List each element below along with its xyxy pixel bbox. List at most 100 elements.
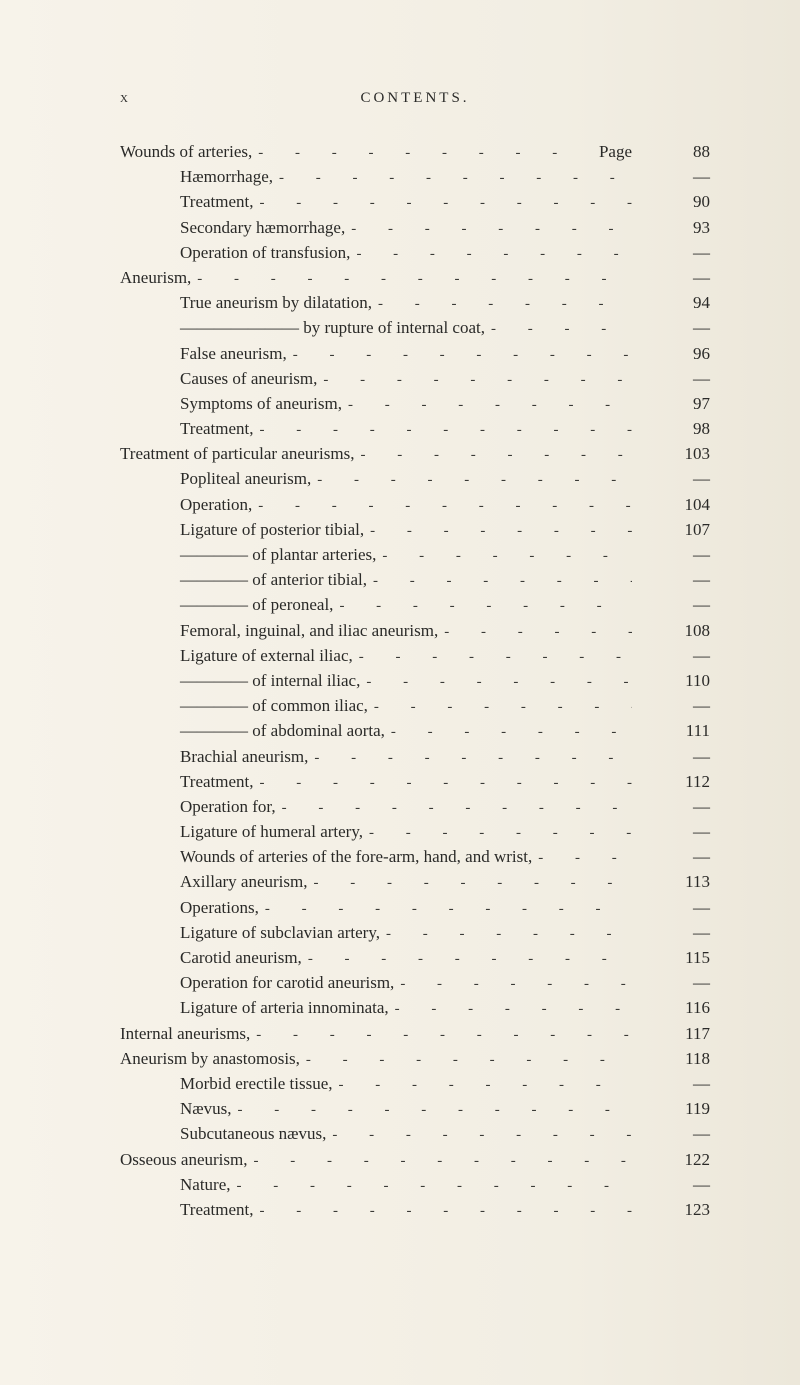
toc-row: Treatment,- - - - - - - - - - - - - - -9… <box>120 420 710 445</box>
toc-page-number: 111 <box>638 722 710 739</box>
toc-leaders: - - - - - - - - - - - - - - - <box>386 927 632 942</box>
toc-page-number: 93 <box>638 219 710 236</box>
toc-page-number: 96 <box>638 345 710 362</box>
toc-page-number: 97 <box>638 395 710 412</box>
toc-row: Ligature of subclavian artery,- - - - - … <box>120 924 710 949</box>
toc-row: Ligature of external iliac,- - - - - - -… <box>120 647 710 672</box>
toc-entry-label: ———— of common iliac, <box>120 697 368 714</box>
toc-entry-label: Ligature of arteria innominata, <box>120 999 389 1016</box>
page: x CONTENTS. Wounds of arteries, - - - - -… <box>0 0 800 1385</box>
toc-row: Ligature of humeral artery, - - - - - - -… <box>120 823 710 848</box>
toc-entry-label: ———— of plantar arteries, <box>120 546 376 563</box>
contents-list: Wounds of arteries, - - - - - - - - - - -… <box>120 143 710 1226</box>
toc-row: Nature,- - - - - - - - - - - - - - -— <box>120 1176 710 1201</box>
toc-row: Brachial aneurism,- - - - - - - - - - - … <box>120 748 710 773</box>
toc-entry-label: Ligature of posterior tibial, <box>120 521 364 538</box>
toc-leaders: - - - - - - - - - - - - - - - <box>256 1028 632 1043</box>
toc-row: Operation,- - - - - - - - - - - - - - -1… <box>120 496 710 521</box>
folio: x <box>120 90 160 107</box>
running-head: x CONTENTS. <box>120 90 710 107</box>
toc-leaders: - - - - - - - - - - - - - - - <box>260 196 632 211</box>
toc-page-number: — <box>638 269 710 286</box>
toc-leaders: - - - - - - - - - - - - - - - <box>359 650 632 665</box>
toc-row: Operations, - - - - - - - - - - - - - - -… <box>120 899 710 924</box>
toc-row: Operation for,- - - - - - - - - - - - - … <box>120 798 710 823</box>
toc-leaders: - - - - - - - - - - - - - - - <box>378 297 632 312</box>
toc-leaders: - - - - - - - - - - - - - - - <box>237 1179 632 1194</box>
toc-page-number: 94 <box>638 294 710 311</box>
toc-page-number: — <box>638 319 710 336</box>
toc-row: Secondary hæmorrhage,- - - - - - - - - -… <box>120 219 710 244</box>
toc-page-number: — <box>638 168 710 185</box>
toc-row: Treatment of particular aneurisms,- - - … <box>120 445 710 470</box>
toc-leaders: - - - - - - - - - - - - - - - <box>444 625 632 640</box>
toc-row: Nævus,- - - - - - - - - - - - - - -119 <box>120 1100 710 1125</box>
toc-leaders: - - - - - - - - - - - - - - - <box>197 272 632 287</box>
toc-entry-label: Aneurism by anastomosis, <box>120 1050 300 1067</box>
toc-leaders: - - - - - - - - - - - - - - - <box>366 675 632 690</box>
toc-row: Operation of transfusion,- - - - - - - -… <box>120 244 710 269</box>
toc-entry-label: ———— of internal iliac, <box>120 672 360 689</box>
toc-entry-label: Operation, <box>120 496 252 513</box>
running-head-spacer <box>670 90 710 107</box>
toc-entry-label: Ligature of humeral artery, <box>120 823 363 840</box>
toc-page-number: 122 <box>638 1151 710 1168</box>
toc-entry-label: Operations, <box>120 899 259 916</box>
toc-page-number: 104 <box>638 496 710 513</box>
toc-row: Aneurism by anastomosis, - - - - - - - - … <box>120 1050 710 1075</box>
toc-page-number: 119 <box>638 1100 710 1117</box>
toc-row: Aneurism, - - - - - - - - - - - - - - - — <box>120 269 710 294</box>
toc-entry-label: Wounds of arteries of the fore-arm, hand… <box>120 848 532 865</box>
toc-leaders: - - - - - - - - - - - - - - - <box>538 851 632 866</box>
toc-page-number: 116 <box>638 999 710 1016</box>
toc-page-number: — <box>638 798 710 815</box>
toc-row: Treatment,- - - - - - - - - - - - - - -1… <box>120 773 710 798</box>
toc-row: Subcutaneous nævus,- - - - - - - - - - -… <box>120 1125 710 1150</box>
toc-page-number: 98 <box>638 420 710 437</box>
toc-page-number: 103 <box>638 445 710 462</box>
toc-row: Internal aneurisms, - - - - - - - - - - -… <box>120 1025 710 1050</box>
toc-leaders: - - - - - - - - - - - - - - - <box>323 373 632 388</box>
toc-entry-label: Secondary hæmorrhage, <box>120 219 345 236</box>
toc-row: Hæmorrhage,- - - - - - - - - - - - - - -… <box>120 168 710 193</box>
toc-entry-label: Operation for carotid aneurism, <box>120 974 394 991</box>
toc-entry-label: Nævus, <box>120 1100 231 1117</box>
toc-entry-label: False aneurism, <box>120 345 287 362</box>
toc-row: Femoral, inguinal, and iliac aneurism,- … <box>120 622 710 647</box>
toc-leaders: - - - - - - - - - - - - - - - <box>306 1053 632 1068</box>
toc-leaders: - - - - - - - - - - - - - - - <box>314 751 632 766</box>
toc-leaders: - - - - - - - - - - - - - - - <box>265 902 632 917</box>
toc-row: ———— of internal iliac, - - - - - - - - -… <box>120 672 710 697</box>
toc-page-number: — <box>638 1176 710 1193</box>
toc-leaders: - - - - - - - - - - - - - - - <box>282 801 632 816</box>
toc-entry-label: Symptoms of aneurism, <box>120 395 342 412</box>
toc-page-number: — <box>638 244 710 261</box>
toc-page-number: — <box>638 924 710 941</box>
toc-leaders: - - - - - - - - - - - - - - - <box>369 826 632 841</box>
toc-row: Wounds of arteries, - - - - - - - - - - -… <box>120 143 710 168</box>
toc-row: Causes of aneurism, - - - - - - - - - - -… <box>120 370 710 395</box>
toc-entry-label: Aneurism, <box>120 269 191 286</box>
toc-row: Morbid erectile tissue,- - - - - - - - -… <box>120 1075 710 1100</box>
toc-entry-label: Internal aneurisms, <box>120 1025 250 1042</box>
toc-leaders: - - - - - - - - - - - - - - - <box>374 700 632 715</box>
toc-entry-label: Carotid aneurism, <box>120 949 302 966</box>
toc-page-number: 88 <box>638 143 710 160</box>
toc-entry-label: True aneurism by dilatation, <box>120 294 372 311</box>
toc-page-number: — <box>638 571 710 588</box>
toc-page-number: — <box>638 899 710 916</box>
toc-leaders: - - - - - - - - - - - - - - - <box>279 171 632 186</box>
toc-page-number: — <box>638 823 710 840</box>
toc-entry-label: Causes of aneurism, <box>120 370 317 387</box>
toc-page-number: — <box>638 974 710 991</box>
toc-leaders: - - - - - - - - - - - - - - - <box>373 574 632 589</box>
toc-row: Wounds of arteries of the fore-arm, hand… <box>120 848 710 873</box>
toc-row: Symptoms of aneurism, - - - - - - - - - -… <box>120 395 710 420</box>
toc-entry-label: Wounds of arteries, <box>120 143 252 160</box>
toc-page-number: 113 <box>638 873 710 890</box>
toc-row: Ligature of arteria innominata,- - - - -… <box>120 999 710 1024</box>
toc-leaders: - - - - - - - - - - - - - - - <box>348 398 632 413</box>
toc-page-number: 112 <box>638 773 710 790</box>
toc-row: ———— of common iliac, - - - - - - - - - -… <box>120 697 710 722</box>
toc-leaders: - - - - - - - - - - - - - - - <box>258 146 576 161</box>
